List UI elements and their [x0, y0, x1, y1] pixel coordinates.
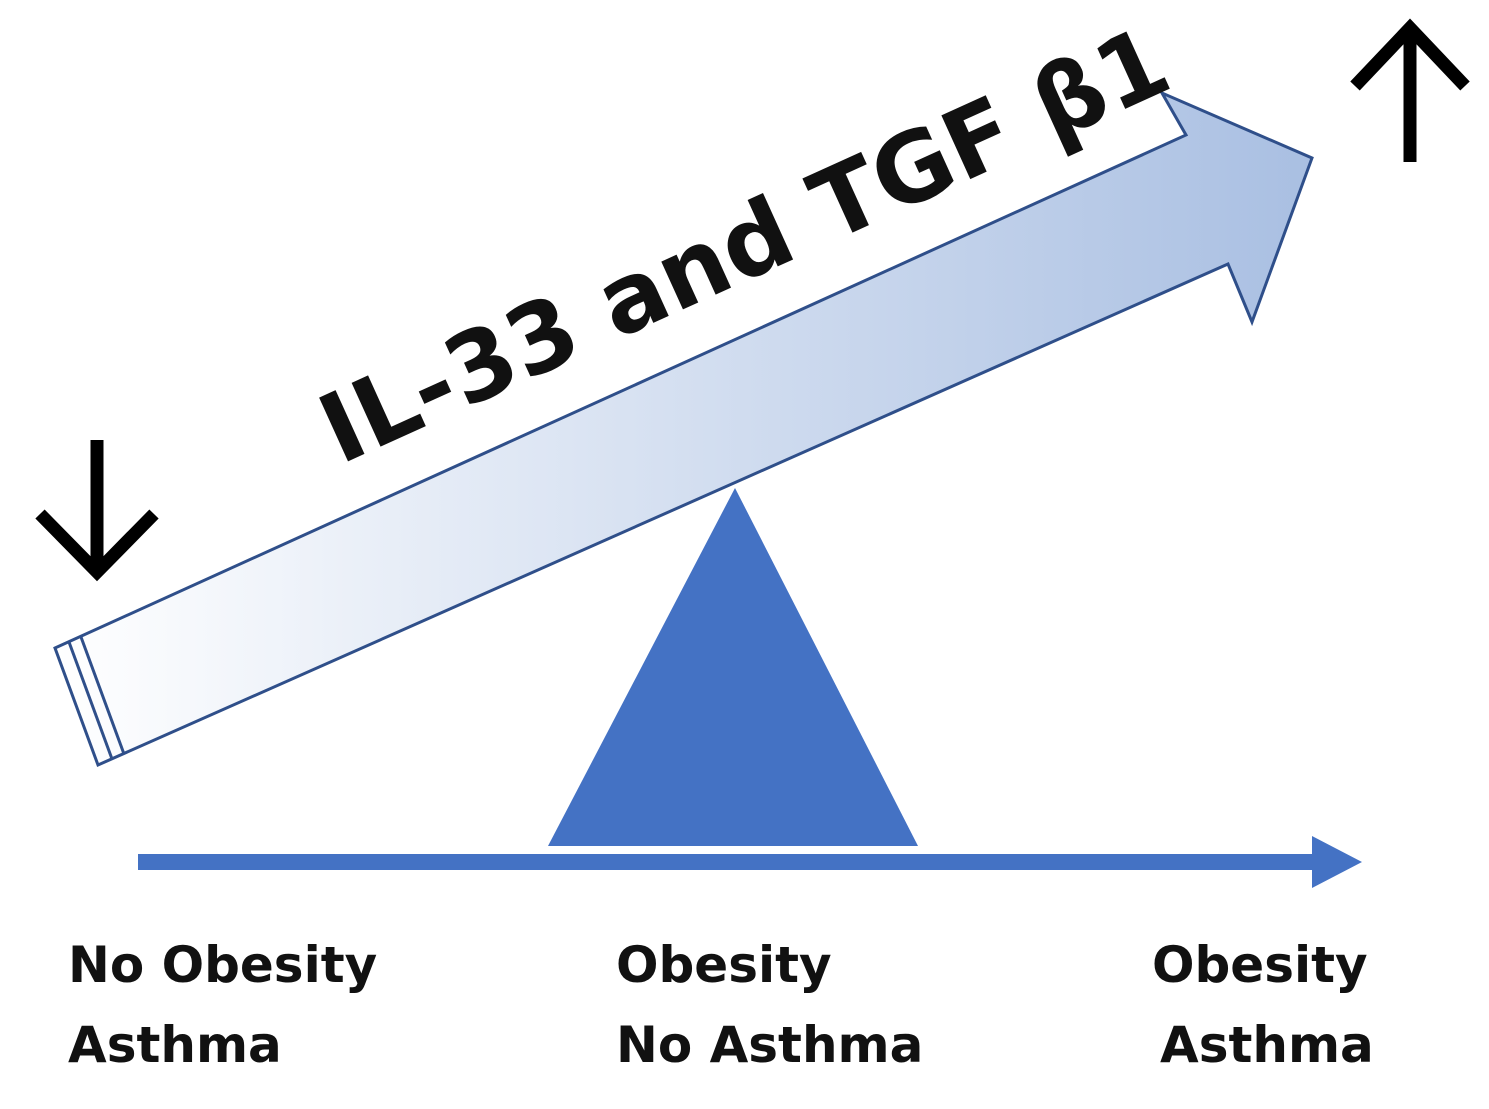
group-label-line2: Asthma: [1160, 1016, 1374, 1074]
group-label-obesity-no-asthma: Obesity No Asthma: [616, 925, 923, 1085]
increase-arrow-icon: [1350, 18, 1470, 162]
group-label-line1: No Obesity: [68, 936, 378, 994]
group-label-obesity-asthma: Obesity Asthma: [1152, 925, 1374, 1085]
decrease-arrow-icon: [35, 440, 159, 582]
group-label-line1: Obesity: [616, 936, 832, 994]
group-label-line2: Asthma: [68, 1016, 282, 1074]
fulcrum-triangle: [548, 488, 918, 846]
group-label-line2: No Asthma: [616, 1016, 924, 1074]
lever-arrow: [53, 89, 1314, 768]
group-label-no-obesity-asthma: No Obesity Asthma: [68, 925, 377, 1085]
progression-axis-arrow: [138, 836, 1362, 888]
group-label-line1: Obesity: [1152, 936, 1368, 994]
lever-end-stripes: [67, 636, 126, 760]
